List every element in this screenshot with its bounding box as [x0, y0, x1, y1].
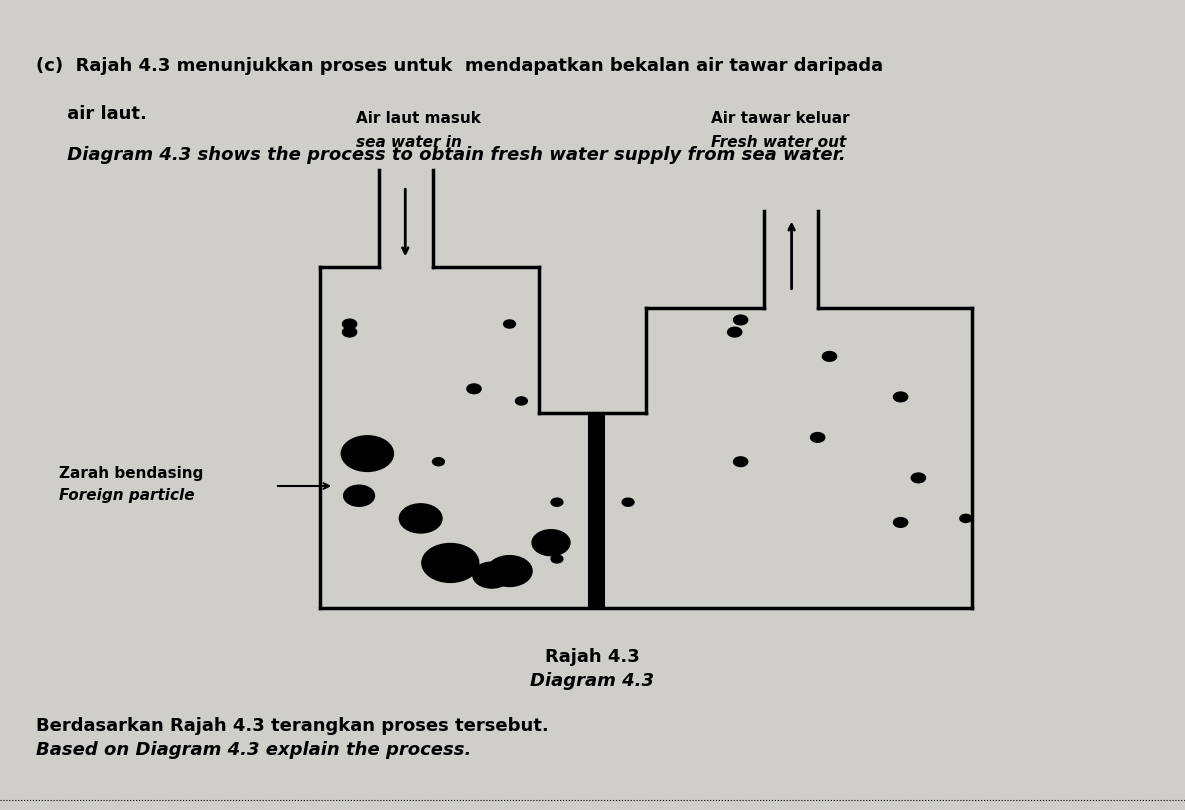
Text: air laut.: air laut.: [36, 105, 147, 123]
Circle shape: [344, 485, 374, 506]
Circle shape: [911, 473, 925, 483]
Text: Diagram 4.3: Diagram 4.3: [531, 672, 654, 690]
Circle shape: [422, 544, 479, 582]
Text: Diagram 4.3 shows the process to obtain fresh water supply from sea water.: Diagram 4.3 shows the process to obtain …: [36, 146, 845, 164]
Circle shape: [473, 562, 511, 588]
Text: Zarah bendasing: Zarah bendasing: [59, 467, 204, 481]
Circle shape: [622, 498, 634, 506]
Circle shape: [811, 433, 825, 442]
Circle shape: [515, 397, 527, 405]
Circle shape: [342, 327, 357, 337]
Text: Rajah 4.3: Rajah 4.3: [545, 648, 640, 666]
Text: Fresh water out: Fresh water out: [711, 134, 846, 150]
Circle shape: [734, 315, 748, 325]
Circle shape: [467, 384, 481, 394]
Text: Berdasarkan Rajah 4.3 terangkan proses tersebut.: Berdasarkan Rajah 4.3 terangkan proses t…: [36, 717, 549, 735]
Circle shape: [960, 514, 972, 522]
Circle shape: [504, 320, 515, 328]
Text: Air tawar keluar: Air tawar keluar: [711, 110, 850, 126]
Text: sea water in: sea water in: [356, 134, 461, 150]
Circle shape: [893, 518, 908, 527]
Circle shape: [893, 392, 908, 402]
Circle shape: [342, 319, 357, 329]
Text: Air laut masuk: Air laut masuk: [356, 110, 480, 126]
Text: Foreign particle: Foreign particle: [59, 488, 194, 503]
Circle shape: [551, 555, 563, 563]
Text: (c)  Rajah 4.3 menunjukkan proses untuk  mendapatkan bekalan air tawar daripada: (c) Rajah 4.3 menunjukkan proses untuk m…: [36, 57, 883, 75]
Circle shape: [487, 556, 532, 586]
Text: Based on Diagram 4.3 explain the process.: Based on Diagram 4.3 explain the process…: [36, 741, 470, 759]
Circle shape: [734, 457, 748, 467]
Circle shape: [532, 530, 570, 556]
Circle shape: [433, 458, 444, 466]
Circle shape: [341, 436, 393, 471]
Circle shape: [822, 352, 837, 361]
Circle shape: [399, 504, 442, 533]
Circle shape: [551, 498, 563, 506]
Bar: [589, 413, 604, 608]
Circle shape: [728, 327, 742, 337]
